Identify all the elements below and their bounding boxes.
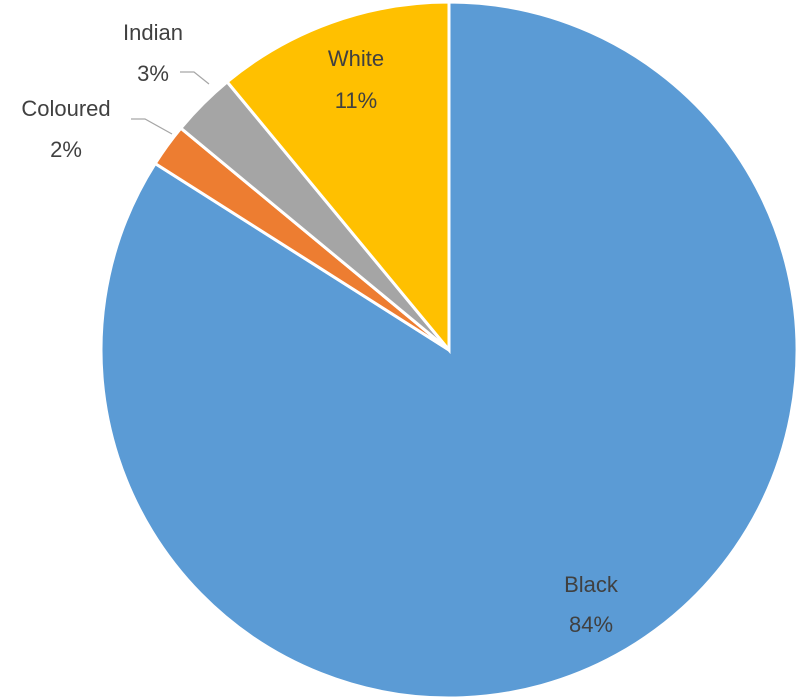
leader-line-coloured: [131, 118, 173, 135]
data-label-percent-indian: 3%: [137, 61, 169, 86]
data-label-percent-white: 11%: [335, 88, 377, 113]
slices-layer: [99, 0, 799, 698]
data-label-percent-black: 84%: [569, 612, 613, 637]
data-label-category-indian: Indian: [123, 20, 183, 45]
leader-line-indian: [180, 71, 210, 85]
data-labels-layer: Black 84% Coloured 2% Indian 3% White 11%: [21, 20, 619, 637]
pie-slice-white: [225, 0, 451, 355]
data-label-category-coloured: Coloured: [21, 96, 110, 121]
data-label-category-black: Black: [564, 572, 619, 597]
data-label-category-white: White: [328, 46, 384, 71]
leader-lines-layer: [131, 71, 210, 135]
data-label-percent-coloured: 2%: [50, 137, 82, 162]
